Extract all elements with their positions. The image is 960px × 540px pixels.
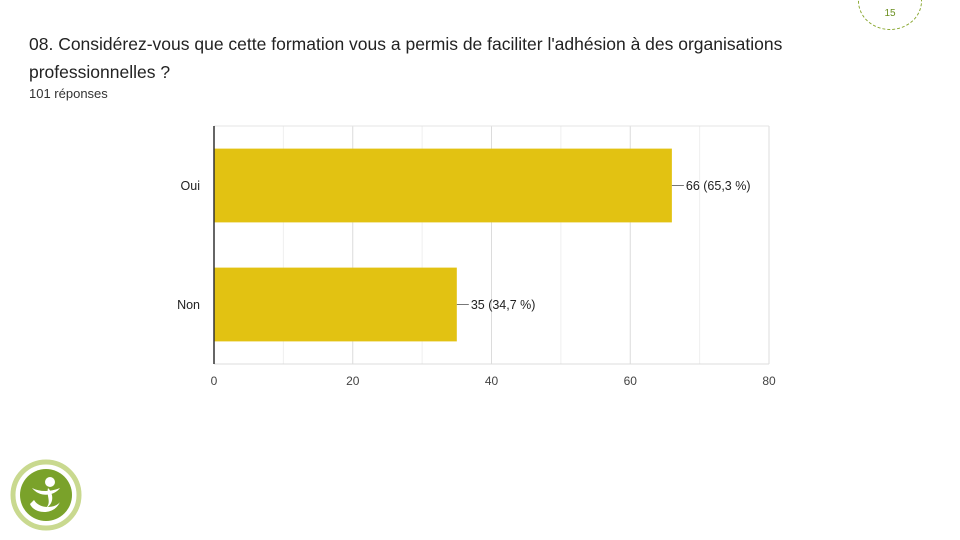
x-tick-label: 80 — [762, 374, 776, 388]
x-tick-label: 60 — [624, 374, 638, 388]
bar-chart: 0 20 40 60 80 Oui 66 (65,3 %) Non 35 (34,7 %) — [177, 125, 776, 388]
x-tick-label: 0 — [211, 374, 218, 388]
question-title: 08. Considérez-vous que cette formation … — [29, 34, 783, 82]
data-label: 35 (34,7 %) — [471, 298, 536, 312]
page-number: 15 — [884, 8, 896, 19]
organization-logo — [10, 459, 82, 531]
response-count: 101 réponses — [29, 86, 108, 101]
x-tick-label: 20 — [346, 374, 360, 388]
bar-non — [214, 267, 457, 342]
data-label: 66 (65,3 %) — [686, 179, 751, 193]
bar-oui — [214, 148, 672, 223]
category-label: Non — [177, 298, 200, 312]
category-label: Oui — [181, 179, 200, 193]
x-tick-label: 40 — [485, 374, 499, 388]
